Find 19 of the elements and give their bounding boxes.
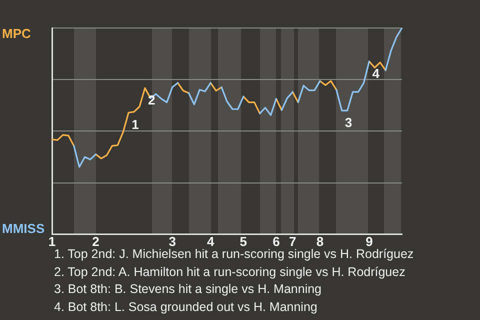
x-tick-label: 7 [289, 234, 296, 249]
x-tick-label: 1 [48, 234, 56, 249]
x-tick-label: 3 [168, 234, 176, 249]
x-tick-label: 2 [92, 234, 100, 249]
text: MPC [2, 26, 31, 40]
annotation: 4 [372, 66, 380, 82]
text: 4. Bot 8th: L. Sosa grounded out vs H. Manning [54, 298, 318, 316]
annotation: 1 [132, 117, 139, 132]
x-tick-label: 8 [316, 234, 324, 249]
text: 3. Bot 8th: B. Stevens hit a single vs H. Manning [54, 281, 323, 298]
annotation: 3 [344, 115, 352, 130]
x-tick-label: 4 [206, 234, 215, 249]
annotation: 2 [148, 92, 156, 108]
text: 1. Top 2nd: J. Michielsen hit a run-scoring single vs H. Rodríguez [54, 246, 415, 263]
text: 2. Top 2nd: A. Hamilton hit a run-scoring single vs H. Rodríguez [54, 264, 406, 281]
text: MMISS [2, 221, 45, 236]
x-tick-label: 9 [366, 234, 373, 249]
x-tick-label: 6 [272, 234, 280, 249]
x-tick-label: 5 [240, 234, 248, 249]
